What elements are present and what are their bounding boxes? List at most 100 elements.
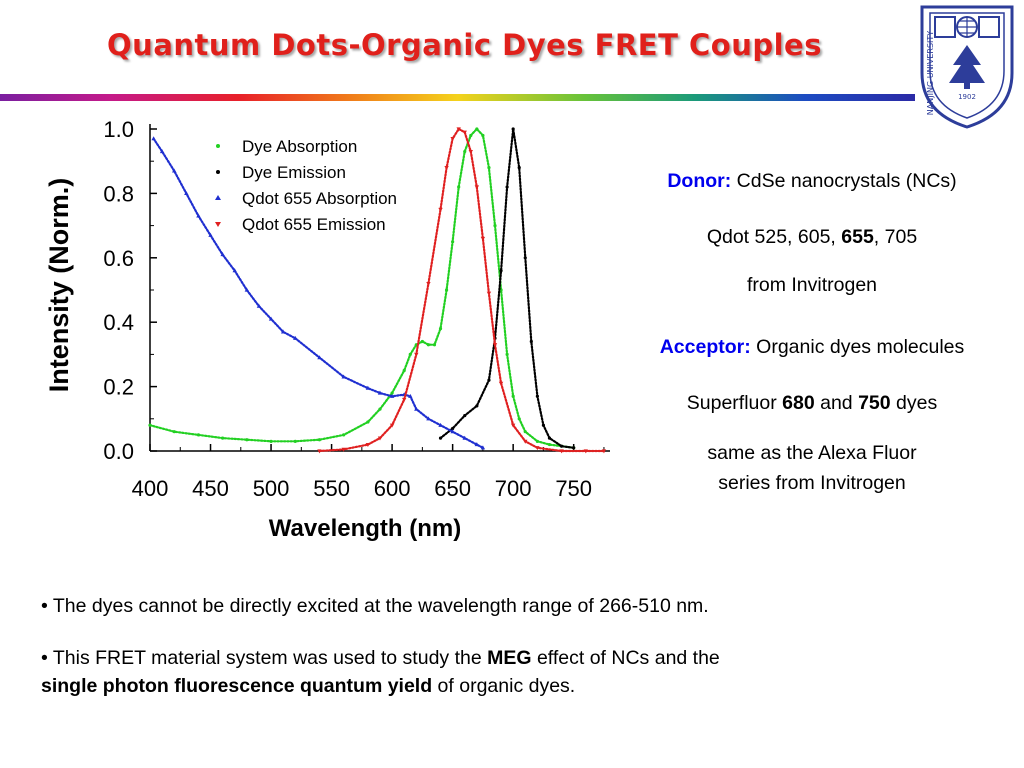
data-point xyxy=(451,426,455,431)
alexa-line-2: series from Invitrogen xyxy=(718,472,906,494)
data-point xyxy=(414,352,419,357)
data-point xyxy=(389,423,395,428)
data-point xyxy=(159,149,165,154)
x-tick-label: 600 xyxy=(374,476,411,501)
data-point xyxy=(601,449,607,454)
donor-text: CdSe nanocrystals (NCs) xyxy=(736,170,957,192)
data-point xyxy=(365,442,371,447)
acceptor-label: Acceptor: xyxy=(659,336,751,358)
data-point xyxy=(450,137,455,142)
data-point xyxy=(475,404,479,408)
data-point xyxy=(402,397,407,402)
data-point xyxy=(221,436,225,440)
data-point xyxy=(196,433,201,437)
data-point xyxy=(268,316,274,321)
y-axis-label: Intensity (Norm.) xyxy=(44,178,74,393)
data-point xyxy=(438,436,443,440)
legend-label: Qdot 655 Emission xyxy=(242,215,386,234)
data-point xyxy=(498,381,504,386)
data-point xyxy=(517,166,521,170)
data-point xyxy=(493,224,497,228)
qdot-source: from Invitrogen xyxy=(746,274,878,296)
data-point xyxy=(463,413,467,418)
data-point xyxy=(245,438,249,442)
data-point xyxy=(523,256,527,260)
acceptor-line: Acceptor: Organic dyes molecules xyxy=(600,336,1024,359)
data-point xyxy=(366,420,370,424)
data-point xyxy=(559,444,564,448)
superfluor-750: 750 xyxy=(858,392,891,414)
data-point xyxy=(481,133,485,138)
data-point xyxy=(244,287,250,292)
legend-label: Qdot 655 Absorption xyxy=(242,189,397,208)
data-point xyxy=(256,303,262,308)
series-line-3 xyxy=(318,127,606,453)
data-point xyxy=(341,374,346,379)
logo-text: NANJING UNIVERSITY xyxy=(926,31,935,115)
data-point xyxy=(444,288,449,292)
x-tick-label: 550 xyxy=(313,476,350,501)
data-point xyxy=(232,268,237,273)
data-point xyxy=(280,329,286,334)
bullet-2-pre: • This FRET material system was used to … xyxy=(41,647,488,669)
data-point xyxy=(438,327,443,331)
qdot-suffix: , 705 xyxy=(873,226,918,248)
data-point xyxy=(487,166,491,170)
y-tick-label: 0.4 xyxy=(103,310,134,335)
data-point xyxy=(389,393,395,398)
data-point xyxy=(469,133,473,138)
y-tick-label: 1.0 xyxy=(103,117,134,142)
bullet-2-meg: MEG xyxy=(487,647,532,669)
data-point xyxy=(444,166,449,171)
legend-marker xyxy=(215,195,221,200)
university-seal-icon: NANJING UNIVERSITY 1902 xyxy=(920,5,1014,129)
x-axis-label: Wavelength (nm) xyxy=(269,515,461,542)
data-point xyxy=(196,213,201,218)
data-point xyxy=(317,449,322,454)
data-point xyxy=(523,430,527,434)
data-point xyxy=(220,252,225,257)
legend-marker xyxy=(216,144,220,148)
data-point xyxy=(426,281,431,286)
data-point xyxy=(511,127,515,131)
data-point xyxy=(438,422,443,427)
legend-marker xyxy=(215,222,221,227)
data-point xyxy=(341,447,346,452)
data-point xyxy=(402,368,406,373)
bullet-2-qy: single photon fluorescence quantum yield xyxy=(41,675,433,697)
data-point xyxy=(535,439,539,443)
series-line-0 xyxy=(148,127,575,449)
data-point xyxy=(293,335,298,340)
acceptor-text: Organic dyes molecules xyxy=(756,336,965,358)
data-point xyxy=(505,185,509,189)
data-point xyxy=(342,433,346,437)
data-point xyxy=(492,343,498,348)
data-point xyxy=(456,127,461,132)
data-point xyxy=(184,191,189,195)
data-point xyxy=(547,442,552,447)
data-point xyxy=(317,438,322,442)
data-point xyxy=(148,423,152,427)
data-point xyxy=(583,449,588,454)
data-point xyxy=(377,390,383,395)
x-tick-label: 700 xyxy=(495,476,532,501)
x-tick-label: 750 xyxy=(555,476,592,501)
bullet-2: • This FRET material system was used to … xyxy=(41,644,971,700)
data-point xyxy=(408,352,412,356)
superfluor-line: Superfluor 680 and 750 dyes xyxy=(600,392,1024,415)
data-point xyxy=(463,149,467,154)
data-point xyxy=(480,236,486,241)
data-point xyxy=(475,127,479,131)
data-point xyxy=(390,391,394,395)
x-tick-label: 450 xyxy=(192,476,229,501)
data-point xyxy=(468,149,473,154)
superfluor-suffix: dyes xyxy=(890,392,938,414)
data-point xyxy=(559,449,564,454)
data-point xyxy=(451,240,455,244)
x-tick-label: 650 xyxy=(434,476,471,501)
bullet-2-mid: effect of NCs and the xyxy=(531,647,720,669)
series-line-2 xyxy=(152,137,484,449)
data-point xyxy=(317,355,322,360)
y-tick-label: 0.2 xyxy=(103,375,134,400)
data-point xyxy=(499,269,503,273)
